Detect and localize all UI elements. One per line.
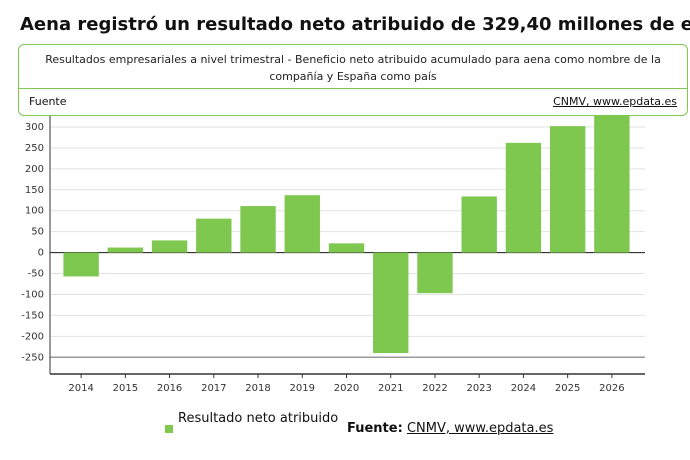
y-tick-label: 100: [25, 206, 44, 217]
x-tick-label: 2023: [466, 383, 491, 394]
bar: [505, 142, 542, 253]
bar: [196, 218, 232, 253]
legend-label[interactable]: Resultado neto atribuido: [178, 411, 339, 426]
x-tick-label: 2021: [378, 383, 403, 394]
x-tick-label: 2015: [113, 383, 138, 394]
legend-swatch: [165, 425, 173, 433]
x-tick-label: 2025: [555, 383, 580, 394]
y-tick-label: -50: [28, 269, 44, 280]
x-tick-label: 2026: [599, 383, 624, 394]
x-tick-label: 2014: [68, 383, 93, 394]
bar: [417, 252, 453, 294]
bar: [328, 243, 365, 253]
footer: Fuente: CNMV, www.epdata.es: [347, 421, 553, 436]
x-tick-label: 2024: [511, 383, 536, 394]
x-tick-label: 2017: [201, 383, 226, 394]
bar: [107, 247, 144, 253]
y-tick-label: 250: [25, 143, 44, 154]
footer-label: Fuente:: [347, 421, 403, 436]
source-label: Fuente: [29, 95, 67, 108]
bar: [461, 196, 497, 253]
y-tick-label: 50: [31, 227, 44, 238]
x-tick-label: 2018: [245, 383, 270, 394]
y-tick-label: 0: [38, 248, 44, 259]
separator: [19, 88, 687, 89]
y-tick-label: 150: [25, 185, 44, 196]
bar: [151, 240, 188, 253]
x-tick-label: 2022: [422, 383, 447, 394]
bar: [240, 206, 276, 253]
x-tick-label: 2020: [334, 383, 359, 394]
bar: [549, 126, 586, 253]
y-tick-label: -100: [21, 289, 44, 300]
footer-source[interactable]: CNMV, www.epdata.es: [406, 421, 554, 436]
y-tick-label: -200: [21, 331, 44, 342]
bar: [373, 252, 409, 354]
x-tick-label: 2019: [290, 383, 315, 394]
x-tick-label: 2016: [157, 383, 182, 394]
y-tick-label: -150: [21, 310, 44, 321]
y-tick-label: 300: [25, 122, 44, 133]
chart-title: Aena registró un resultado neto atribuid…: [20, 14, 690, 35]
bar: [594, 114, 630, 253]
source-link[interactable]: CNMV, www.epdata.es: [553, 95, 677, 108]
bar: [284, 195, 320, 253]
subtitle: Resultados empresariales a nivel trimest…: [45, 53, 661, 83]
bar: [63, 252, 99, 277]
y-tick-label: 200: [25, 164, 44, 175]
info-box: Resultados empresariales a nivel trimest…: [18, 44, 688, 116]
y-tick-label: -250: [21, 352, 44, 363]
